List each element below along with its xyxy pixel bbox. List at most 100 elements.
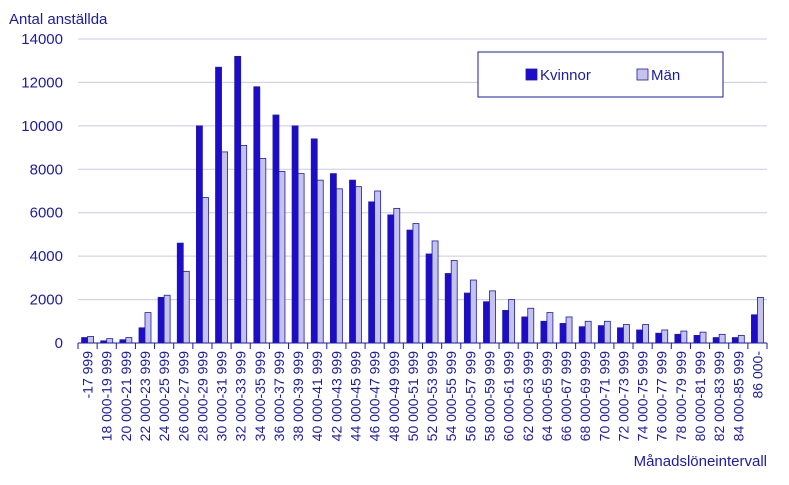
bar-man — [106, 338, 114, 344]
bar-man — [546, 312, 554, 344]
x-tick-label: 56 000-57 999 — [462, 351, 478, 442]
bar-man — [182, 270, 190, 344]
x-tick-label: 28 000-29 999 — [194, 351, 210, 442]
bar-kvinnor — [215, 66, 222, 344]
y-axis-title: Antal anställda — [9, 11, 108, 28]
bar-man — [603, 320, 611, 344]
x-tick-label: 30 000-31 999 — [214, 351, 230, 442]
bar-man — [278, 171, 286, 344]
y-tick-label: 2000 — [30, 292, 63, 309]
x-tick-label: 86 000- — [749, 351, 765, 399]
bar-man — [450, 260, 458, 344]
bar-man — [508, 299, 516, 344]
bar-kvinnor — [521, 316, 529, 344]
y-tick-label: 8000 — [30, 161, 63, 178]
legend-label-man: Män — [651, 67, 680, 84]
y-tick-label: 12000 — [21, 74, 63, 91]
x-tick-label: 50 000-51 999 — [405, 351, 421, 442]
bar-kvinnor — [751, 314, 758, 344]
x-tick-label: 82 000-83 999 — [711, 351, 727, 442]
x-tick-label: 42 000-43 999 — [328, 351, 344, 442]
x-tick-label: 18 000-19 999 — [99, 351, 115, 442]
bar-man — [431, 240, 439, 344]
x-tick-label: 84 000-85 999 — [730, 351, 746, 442]
bar-kvinnor — [81, 337, 88, 344]
bar-man — [144, 312, 152, 344]
bar-man — [680, 330, 688, 344]
bar-man — [240, 144, 248, 344]
gridlines — [78, 38, 767, 301]
x-tick-label: 32 000-33 999 — [233, 351, 249, 442]
x-tick-label: 58 000-59 999 — [481, 351, 497, 442]
x-tick-label: 78 000-79 999 — [673, 351, 689, 442]
x-tick-label: 54 000-55 999 — [443, 351, 459, 442]
bar-kvinnor — [731, 337, 739, 344]
x-axis — [77, 342, 768, 349]
bar-kvinnor — [636, 329, 643, 344]
bar-kvinnor — [157, 296, 165, 344]
bar-man — [221, 151, 228, 344]
bar-kvinnor — [655, 332, 663, 344]
bar-kvinnor — [578, 326, 586, 344]
bar-man — [661, 329, 669, 344]
x-tick-label: 26 000-27 999 — [175, 351, 191, 442]
bar-man — [316, 179, 324, 344]
bar-kvinnor — [444, 273, 452, 344]
bar-kvinnor — [483, 301, 490, 344]
bar-man — [718, 333, 726, 344]
legend-swatch-man — [636, 68, 649, 81]
bar-man — [584, 320, 592, 344]
x-tick-label: 68 000-69 999 — [577, 351, 593, 442]
bar-kvinnor — [138, 327, 146, 344]
bar-man — [335, 188, 343, 344]
x-tick-label: 34 000-35 999 — [252, 351, 268, 442]
x-tick-label: 52 000-53 999 — [424, 351, 440, 442]
x-tick-label: 48 000-49 999 — [386, 351, 402, 442]
bar-man — [125, 337, 133, 344]
bar-man — [163, 294, 171, 344]
y-tick-label: 4000 — [30, 248, 63, 265]
bar-man — [202, 197, 209, 344]
x-tick-label: 38 000-39 999 — [290, 351, 306, 442]
y-tick-label: 6000 — [30, 205, 63, 222]
x-tick-label: 40 000-41 999 — [309, 351, 325, 442]
y-axis-ticks: 0 2000 4000 6000 8000 10000 12000 14000 — [21, 31, 63, 352]
bars — [81, 55, 764, 344]
bar-kvinnor — [559, 323, 567, 344]
legend: Kvinnor Män — [477, 51, 724, 98]
bar-kvinnor — [406, 229, 414, 344]
bar-kvinnor — [463, 292, 471, 344]
x-axis-ticks: -17 999 18 000-19 999 20 000-21 999 22 000-… — [80, 351, 766, 442]
bar-man — [469, 279, 477, 344]
x-tick-label: 62 000-63 999 — [520, 351, 536, 442]
bar-kvinnor — [310, 138, 318, 344]
bar-man — [699, 331, 707, 344]
bar-kvinnor — [176, 242, 184, 344]
x-tick-label: 76 000-77 999 — [654, 351, 670, 442]
x-tick-label: 22 000-23 999 — [137, 351, 153, 442]
y-tick-label: 0 — [55, 335, 63, 352]
bar-kvinnor — [597, 325, 605, 344]
bar-kvinnor — [291, 125, 299, 344]
bar-kvinnor — [617, 327, 624, 344]
x-tick-label: 60 000-61 999 — [501, 351, 517, 442]
bar-kvinnor — [253, 86, 261, 344]
bar-kvinnor — [502, 310, 510, 344]
x-tick-label: 24 000-25 999 — [156, 351, 172, 442]
bar-kvinnor — [425, 253, 433, 344]
bar-kvinnor — [196, 125, 203, 344]
bar-kvinnor — [349, 179, 356, 344]
bar-man — [87, 336, 94, 344]
bar-man — [297, 173, 305, 344]
bar-man — [355, 186, 362, 344]
legend-label-kvinnor: Kvinnor — [540, 67, 591, 84]
bar-kvinnor — [693, 334, 701, 344]
bar-man — [565, 316, 573, 344]
bar-kvinnor — [540, 320, 548, 344]
bar-kvinnor — [387, 214, 395, 344]
y-tick-label: 10000 — [21, 118, 63, 135]
bar-man — [412, 223, 420, 344]
bar-kvinnor — [329, 173, 337, 344]
bar-man — [393, 207, 401, 344]
